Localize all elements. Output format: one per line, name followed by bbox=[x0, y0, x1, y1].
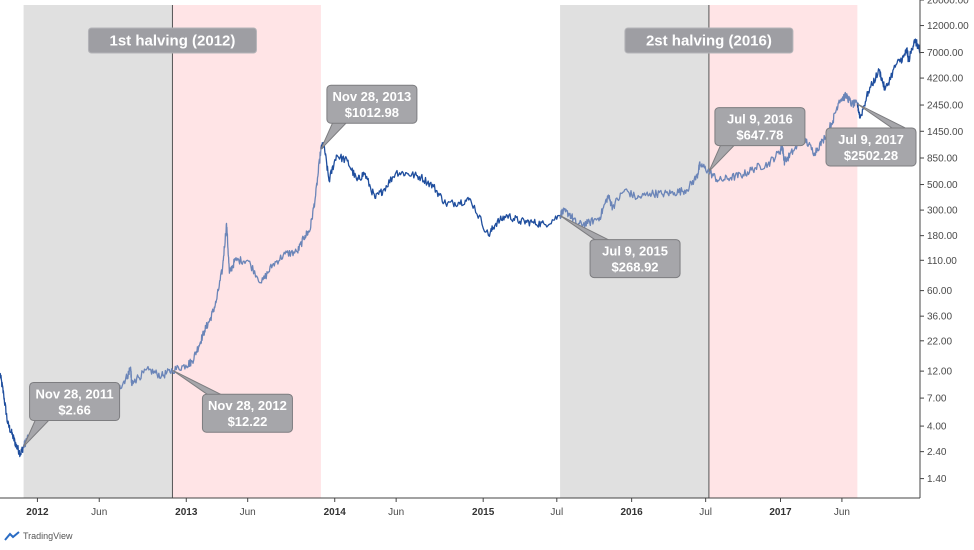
y-axis: 20000.00 12000.00 7000.00 4200.00 2450.00 145… bbox=[919, 0, 969, 498]
callout-box bbox=[589, 239, 681, 279]
x-tick-label: Jul bbox=[699, 507, 712, 518]
period-label: 2st halving (2016) bbox=[624, 27, 794, 54]
x-tick-label: Jun bbox=[834, 507, 850, 518]
period-label: 1st halving (2012) bbox=[87, 27, 257, 54]
callout-price: $2.66 bbox=[58, 402, 91, 417]
price-callout: Nov 28, 2012$12.22 bbox=[172, 369, 293, 433]
callout-price: $1012.98 bbox=[345, 105, 399, 120]
callout-pointer bbox=[320, 121, 349, 150]
x-tick-label: 2013 bbox=[175, 507, 198, 518]
price-series bbox=[0, 38, 921, 458]
band-pink bbox=[708, 5, 858, 498]
x-tick-label: Jun bbox=[388, 507, 404, 518]
callout-box bbox=[825, 127, 917, 167]
callout-date: Jul 9, 2016 bbox=[727, 112, 793, 127]
callout-pointer bbox=[857, 103, 908, 130]
brand-footer[interactable]: TradingView bbox=[4, 529, 73, 543]
price-line-segment bbox=[708, 91, 859, 183]
y-tick-label: 4.00 bbox=[927, 422, 947, 433]
price-callout: Jul 9, 2016$647.78 bbox=[708, 107, 806, 172]
callout-price: $2502.28 bbox=[844, 148, 898, 163]
tradingview-logo-icon bbox=[4, 531, 20, 541]
price-line-segment bbox=[559, 161, 710, 228]
price-callout: Nov 28, 2011$2.66 bbox=[23, 381, 121, 447]
y-tick-label: 2450.00 bbox=[927, 101, 964, 112]
y-tick-label: 12000.00 bbox=[927, 21, 969, 32]
callout-date: Nov 28, 2013 bbox=[333, 89, 412, 104]
period-label-text: 2st halving (2016) bbox=[646, 33, 772, 50]
price-callout: Nov 28, 2013$1012.98 bbox=[320, 84, 418, 150]
callout-date: Nov 28, 2012 bbox=[208, 398, 287, 413]
callout-box bbox=[326, 84, 418, 124]
callout-price: $647.78 bbox=[736, 128, 783, 143]
y-tick-label: 1.40 bbox=[927, 474, 947, 485]
y-tick-label: 300.00 bbox=[927, 206, 958, 217]
callout-box bbox=[29, 381, 121, 421]
y-tick-label: 500.00 bbox=[927, 180, 958, 191]
callout-date: Nov 28, 2011 bbox=[36, 386, 114, 401]
period-label-box bbox=[624, 27, 794, 54]
callout-box bbox=[201, 393, 293, 433]
y-tick-label: 20000.00 bbox=[927, 0, 969, 7]
price-line-segment bbox=[0, 372, 25, 458]
x-tick-label: 2012 bbox=[26, 507, 49, 518]
x-tick-label: Jun bbox=[91, 507, 107, 518]
y-tick-label: 60.00 bbox=[927, 286, 952, 297]
price-callout: Jul 9, 2017$2502.28 bbox=[825, 103, 917, 167]
period-label-text: 1st halving (2012) bbox=[110, 33, 236, 50]
band-gray bbox=[23, 5, 173, 498]
callout-date: Jul 9, 2017 bbox=[838, 132, 904, 147]
callout-date: Jul 9, 2015 bbox=[602, 244, 668, 259]
price-line-segment bbox=[171, 149, 322, 375]
y-tick-label: 2.40 bbox=[927, 447, 947, 458]
y-tick-label: 4200.00 bbox=[927, 74, 964, 85]
x-axis: 2012 Jun 2013 Jun 2014 Jun 2015 Jul 2016 Jul 2017 J… bbox=[0, 497, 920, 518]
x-tick-label: 2015 bbox=[472, 507, 495, 518]
y-tick-label: 7.00 bbox=[927, 394, 947, 405]
price-callout: Jul 9, 2015$268.92 bbox=[559, 215, 681, 279]
price-line-segment bbox=[320, 141, 561, 237]
y-tick-label: 36.00 bbox=[927, 312, 952, 323]
x-tick-label: Jun bbox=[240, 507, 256, 518]
halving-lines bbox=[171, 5, 710, 498]
period-label-box bbox=[87, 27, 257, 54]
y-tick-label: 110.00 bbox=[927, 256, 957, 267]
period-bands bbox=[23, 5, 858, 498]
price-line-segment bbox=[856, 38, 921, 119]
x-tick-label: 2017 bbox=[769, 507, 792, 518]
callout-price: $12.22 bbox=[228, 414, 268, 429]
x-tick-label: 2016 bbox=[621, 507, 644, 518]
y-tick-label: 180.00 bbox=[927, 231, 958, 242]
y-tick-label: 12.00 bbox=[927, 367, 952, 378]
y-tick-label: 1450.00 bbox=[927, 127, 964, 138]
period-labels: 1st halving (2012) 2st halving (2016) bbox=[87, 27, 794, 54]
callout-box bbox=[714, 107, 806, 147]
callout-price: $268.92 bbox=[612, 260, 659, 275]
brand-name: TradingView bbox=[23, 531, 73, 541]
y-tick-label: 22.00 bbox=[927, 336, 952, 347]
y-tick-label: 850.00 bbox=[927, 153, 958, 164]
x-tick-label: Jul bbox=[550, 507, 563, 518]
x-tick-label: 2014 bbox=[324, 507, 347, 518]
y-tick-label: 7000.00 bbox=[927, 48, 964, 59]
